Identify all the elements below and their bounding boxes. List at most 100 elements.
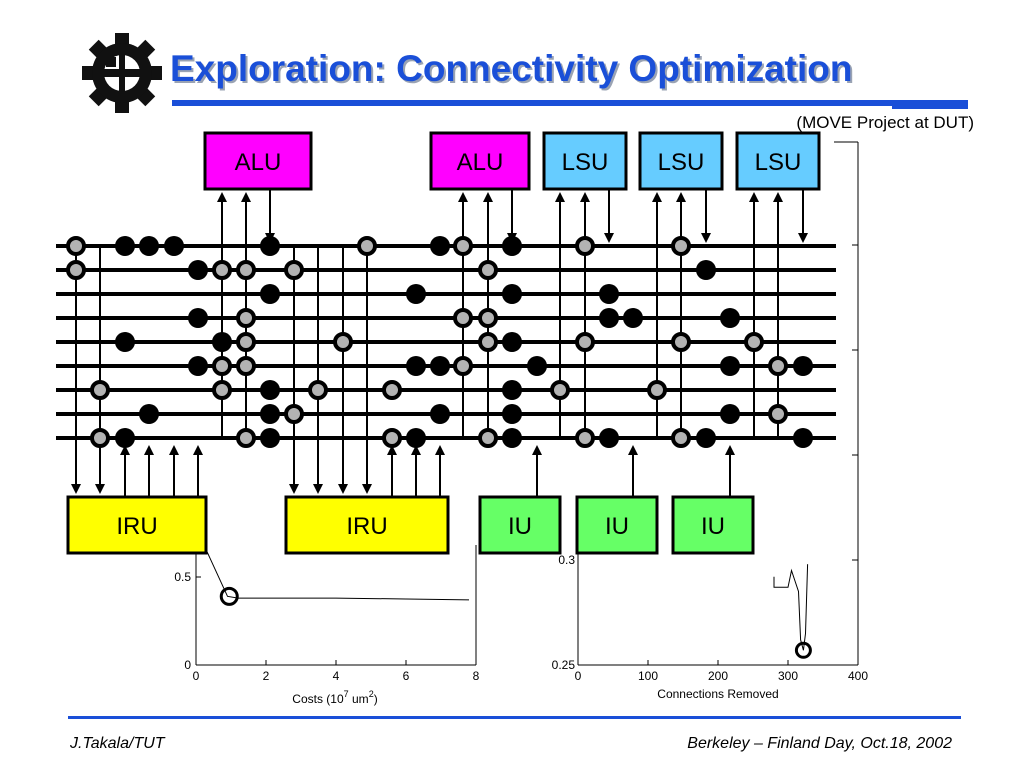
bus-connection-dot bbox=[502, 380, 522, 400]
bus-connection-dot bbox=[577, 238, 593, 254]
bus-connection-dot bbox=[696, 428, 716, 448]
bus-connection-dot bbox=[770, 406, 786, 422]
bus-connection-dot bbox=[746, 334, 762, 350]
bus-connection-dot bbox=[502, 332, 522, 352]
tick-label: 0 bbox=[184, 658, 191, 672]
top-unit-lsu: LSU bbox=[544, 133, 626, 189]
top-unit-alu: ALU bbox=[205, 133, 311, 189]
bus-connection-dot bbox=[260, 404, 280, 424]
bus-connection-dot bbox=[188, 308, 208, 328]
bus-connection-dot bbox=[793, 428, 813, 448]
unit-label: IU bbox=[701, 513, 725, 540]
tick-label: 6 bbox=[403, 669, 410, 683]
bus-connection-dot bbox=[260, 284, 280, 304]
tick-label: 0 bbox=[193, 669, 200, 683]
unit-label: IRU bbox=[116, 513, 157, 540]
bus-connection-dot bbox=[335, 334, 351, 350]
bus-connection-dot bbox=[502, 236, 522, 256]
tick-label: 100 bbox=[638, 669, 658, 683]
tick-label: 200 bbox=[708, 669, 728, 683]
bus-connection-dot bbox=[599, 308, 619, 328]
bus-connection-dot bbox=[188, 260, 208, 280]
bus-connection-dot bbox=[260, 380, 280, 400]
unit-label: IU bbox=[508, 513, 532, 540]
unit-label: ALU bbox=[235, 149, 282, 176]
bus-connection-dot bbox=[115, 332, 135, 352]
bus-connection-dot bbox=[214, 358, 230, 374]
bus-connection-dot bbox=[430, 356, 450, 376]
bus-connection-dot bbox=[696, 260, 716, 280]
tick-label: 0.5 bbox=[174, 570, 191, 584]
bus-connection-dot bbox=[720, 404, 740, 424]
bus-connection-dot bbox=[384, 382, 400, 398]
bus-connection-dot bbox=[238, 310, 254, 326]
bus-connection-dot bbox=[527, 356, 547, 376]
bus-connection-dot bbox=[649, 382, 665, 398]
bus-connection-dot bbox=[359, 238, 375, 254]
unit-label: LSU bbox=[658, 149, 705, 176]
tick-label: 0.25 bbox=[552, 658, 576, 672]
bus-connection-dot bbox=[115, 236, 135, 256]
bus-connection-dot bbox=[92, 430, 108, 446]
bus-connection-dot bbox=[770, 358, 786, 374]
bus-connection-dot bbox=[139, 404, 159, 424]
bus-connection-dot bbox=[480, 334, 496, 350]
footer-author: J.Takala/TUT bbox=[70, 735, 165, 753]
bottom-unit-iru: IRU bbox=[286, 497, 448, 553]
tick-label: 8 bbox=[473, 669, 480, 683]
bus-connection-dot bbox=[115, 428, 135, 448]
tick-label: 300 bbox=[778, 669, 798, 683]
bus-connection-dot bbox=[238, 358, 254, 374]
footer-event: Berkeley – Finland Day, Oct.18, 2002 bbox=[687, 735, 952, 753]
bus-connection-dot bbox=[430, 236, 450, 256]
bus-connection-dot bbox=[623, 308, 643, 328]
bus-connection-dot bbox=[455, 358, 471, 374]
bus-connection-dot bbox=[212, 332, 232, 352]
footer-rule bbox=[68, 716, 961, 719]
connections-plot: 0.25 0.3 0 100 200 300 400 Connections Remove… bbox=[552, 142, 869, 701]
bus-connection-dot bbox=[238, 334, 254, 350]
top-unit-alu: ALU bbox=[431, 133, 529, 189]
bus-connection-dot bbox=[92, 382, 108, 398]
bus-connection-dot bbox=[480, 262, 496, 278]
tick-label: 0 bbox=[575, 669, 582, 683]
bus-connection-dot bbox=[406, 356, 426, 376]
tick-label: 4 bbox=[333, 669, 340, 683]
unit-label: IU bbox=[605, 513, 629, 540]
top-unit-lsu: LSU bbox=[640, 133, 722, 189]
bus-connection-dot bbox=[673, 238, 689, 254]
bus-connection-dot bbox=[286, 262, 302, 278]
bus-connection-dot bbox=[502, 284, 522, 304]
bus-connection-dot bbox=[502, 404, 522, 424]
bus-connection-dot bbox=[286, 406, 302, 422]
bus-connection-dot bbox=[406, 284, 426, 304]
x-axis-label: Connections Removed bbox=[657, 687, 778, 701]
bus-connection-dot bbox=[673, 430, 689, 446]
bus-connection-dot bbox=[577, 430, 593, 446]
unit-label: LSU bbox=[755, 149, 802, 176]
bus-connection-dot bbox=[793, 356, 813, 376]
bus-connection-dot bbox=[310, 382, 326, 398]
tick-label: 0.3 bbox=[558, 553, 575, 567]
bottom-unit-iu: IU bbox=[577, 497, 657, 553]
bottom-unit-iu: IU bbox=[480, 497, 560, 553]
connectivity-diagram: 00.5 02468 Costs (107 um2) 0.250.3 0 100 2… bbox=[0, 0, 1024, 715]
bottom-unit-iu: IU bbox=[673, 497, 753, 553]
bus-connection-dot bbox=[406, 428, 426, 448]
bus-connection-dot bbox=[480, 430, 496, 446]
bus-connection-dot bbox=[455, 238, 471, 254]
bus-connection-dot bbox=[260, 236, 280, 256]
bus-connection-dot bbox=[720, 356, 740, 376]
bus-connection-dot bbox=[384, 430, 400, 446]
bus-connection-dot bbox=[502, 428, 522, 448]
cost-plot: 00.5 02468 Costs (107 um2) bbox=[174, 545, 479, 706]
bus-connection-dot bbox=[552, 382, 568, 398]
bus-connection-dot bbox=[164, 236, 184, 256]
tick-label: 400 bbox=[848, 669, 868, 683]
bus-connection-dot bbox=[673, 334, 689, 350]
bus-connection-dot bbox=[188, 356, 208, 376]
top-unit-lsu: LSU bbox=[737, 133, 819, 189]
bus-connection-dot bbox=[68, 262, 84, 278]
bus-connection-dot bbox=[238, 430, 254, 446]
bus-connection-dot bbox=[599, 428, 619, 448]
